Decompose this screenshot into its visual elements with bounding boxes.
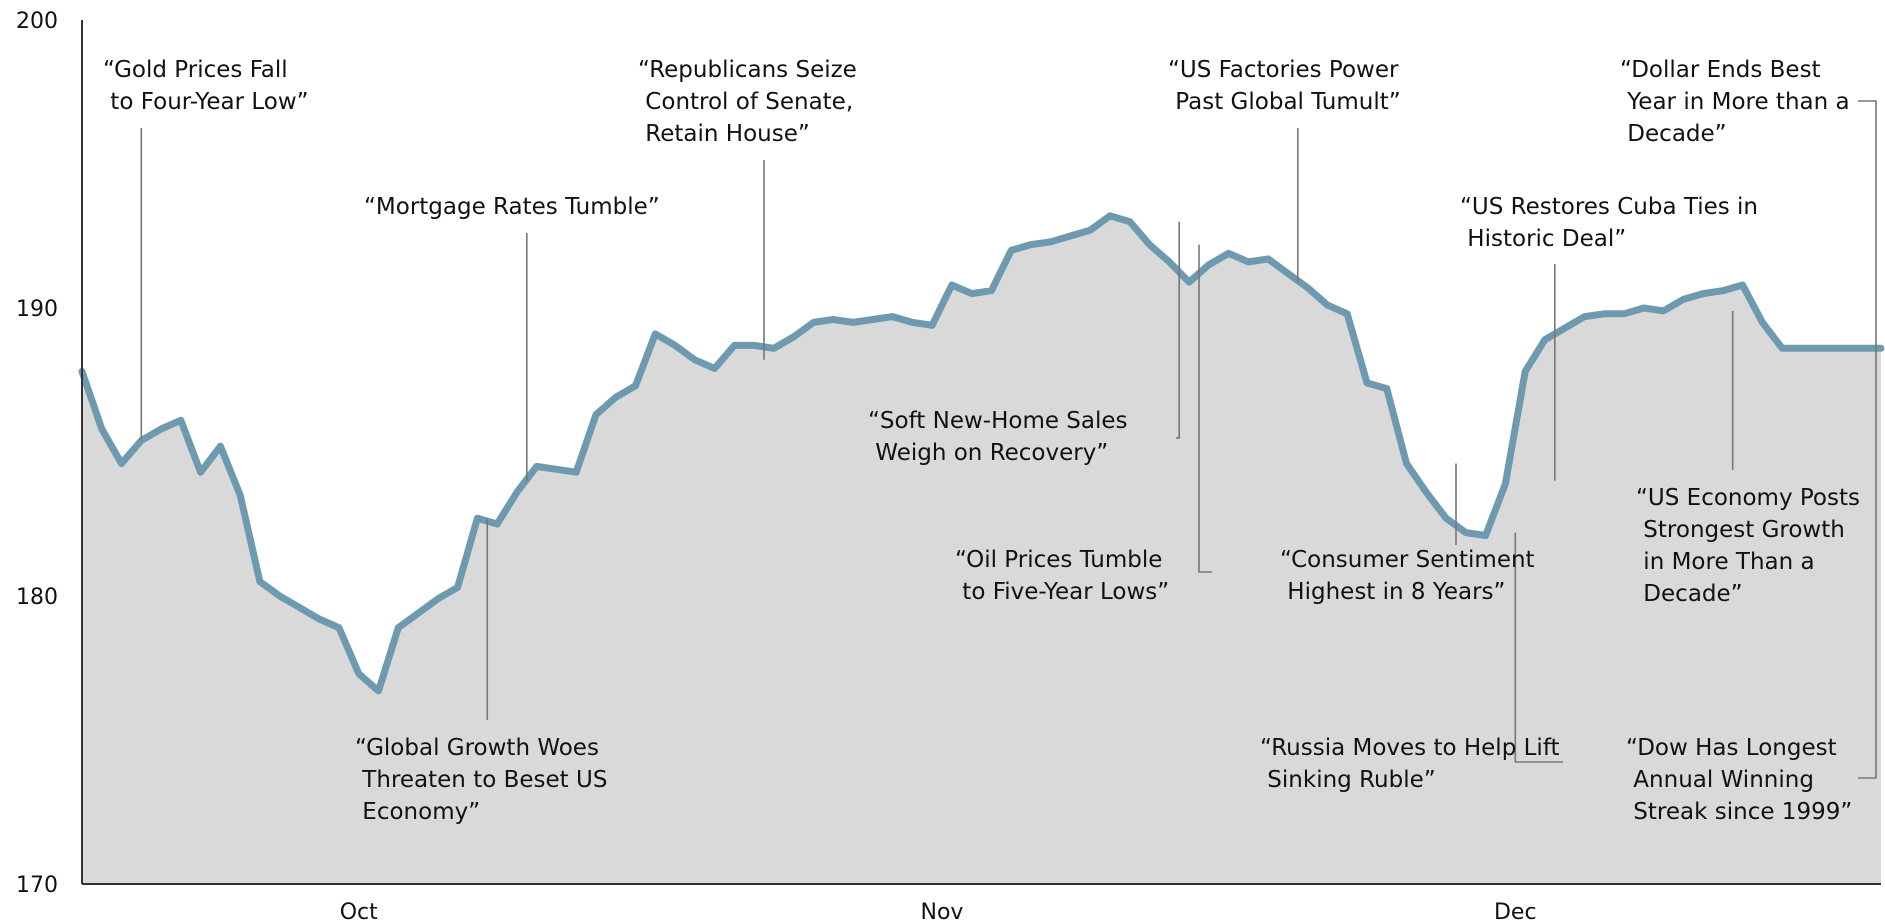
annotation-line: Year in More than a [1620,89,1850,115]
annotation-line: Strongest Growth [1636,517,1845,543]
annotation-line: Historic Deal” [1460,226,1626,252]
annotation-line: Economy” [355,799,480,825]
annotation-line: Control of Senate, [638,89,853,115]
annotation-leader-line [1514,532,1563,763]
annotation-label: “Russia Moves to Help Lift Sinking Ruble… [1260,735,1560,793]
annotation-line: “Dow Has Longest [1626,735,1837,761]
annotation-line: “Republicans Seize [638,57,857,83]
annotation-line: Highest in 8 Years” [1280,579,1505,605]
annotation-line: “Global Growth Woes [355,735,599,761]
annotation-leader-line [1858,100,1877,349]
annotation-label: “Dow Has Longest Annual Winning Streak s… [1626,735,1852,825]
annotation-line: Threaten to Beset US [355,767,607,793]
annotation-line: “US Restores Cuba Ties in [1460,194,1758,220]
annotation-line: “Russia Moves to Help Lift [1260,735,1560,761]
annotation-line: “Mortgage Rates Tumble” [364,194,660,220]
annotation-label: “Republicans Seize Control of Senate, Re… [638,57,857,147]
y-tick-label: 170 [16,873,58,898]
annotation-line: “US Economy Posts [1636,485,1860,511]
annotation-leader-line [1198,244,1212,573]
annotation-label: “Global Growth Woes Threaten to Beset US… [355,735,607,825]
annotation-leader-line [1858,348,1877,779]
annotation-label: “US Restores Cuba Ties in Historic Deal” [1460,194,1758,252]
annotation-label: “US Economy Posts Strongest Growth in Mo… [1636,485,1860,607]
annotation-label: “Oil Prices Tumble to Five-Year Lows” [955,547,1169,605]
y-tick-label: 200 [16,9,58,34]
annotation-label: “Soft New-Home Sales Weigh on Recovery” [868,408,1128,466]
y-tick-label: 190 [16,297,58,322]
annotation-line: Past Global Tumult” [1168,89,1401,115]
annotation-line: “US Factories Power [1168,57,1399,83]
annotation-line: in More Than a [1636,549,1815,575]
annotation-label: “US Factories Power Past Global Tumult” [1168,57,1401,115]
annotation-leaders [140,100,1877,779]
annotation-line: to Four-Year Low” [103,89,309,115]
x-tick-label: Nov [920,900,963,921]
y-tick-labels: 170 180 190 200 [16,9,58,898]
x-tick-label: Oct [340,900,378,921]
annotation-label: “Dollar Ends Best Year in More than a De… [1620,57,1850,147]
annotation-line: Decade” [1620,121,1727,147]
area-fill [82,215,1881,885]
annotation-label: “Consumer Sentiment Highest in 8 Years” [1280,547,1535,605]
annotation-line: Decade” [1636,581,1743,607]
annotations: “Gold Prices Fall to Four-Year Low” “Mort… [103,57,1860,825]
annotation-line: “Soft New-Home Sales [868,408,1128,434]
annotation-line: Streak since 1999” [1626,799,1852,825]
annotation-line: Retain House” [638,121,810,147]
annotation-line: to Five-Year Lows” [955,579,1169,605]
data-line [78,212,1885,695]
annotation-label: “Mortgage Rates Tumble” [364,194,660,220]
annotation-line: “Oil Prices Tumble [955,547,1162,573]
annotation-leader-line [1176,221,1180,439]
annotation-line: “Dollar Ends Best [1620,57,1821,83]
annotation-line: “Gold Prices Fall [103,57,288,83]
x-tick-label: Dec [1494,900,1537,921]
x-tick-labels: Oct Nov Dec [340,900,1537,921]
y-tick-label: 180 [16,585,58,610]
annotation-line: Annual Winning [1626,767,1814,793]
annotation-line: Sinking Ruble” [1260,767,1436,793]
annotation-line: Weigh on Recovery” [868,440,1108,466]
annotation-line: “Consumer Sentiment [1280,547,1535,573]
annotation-label: “Gold Prices Fall to Four-Year Low” [103,57,309,115]
